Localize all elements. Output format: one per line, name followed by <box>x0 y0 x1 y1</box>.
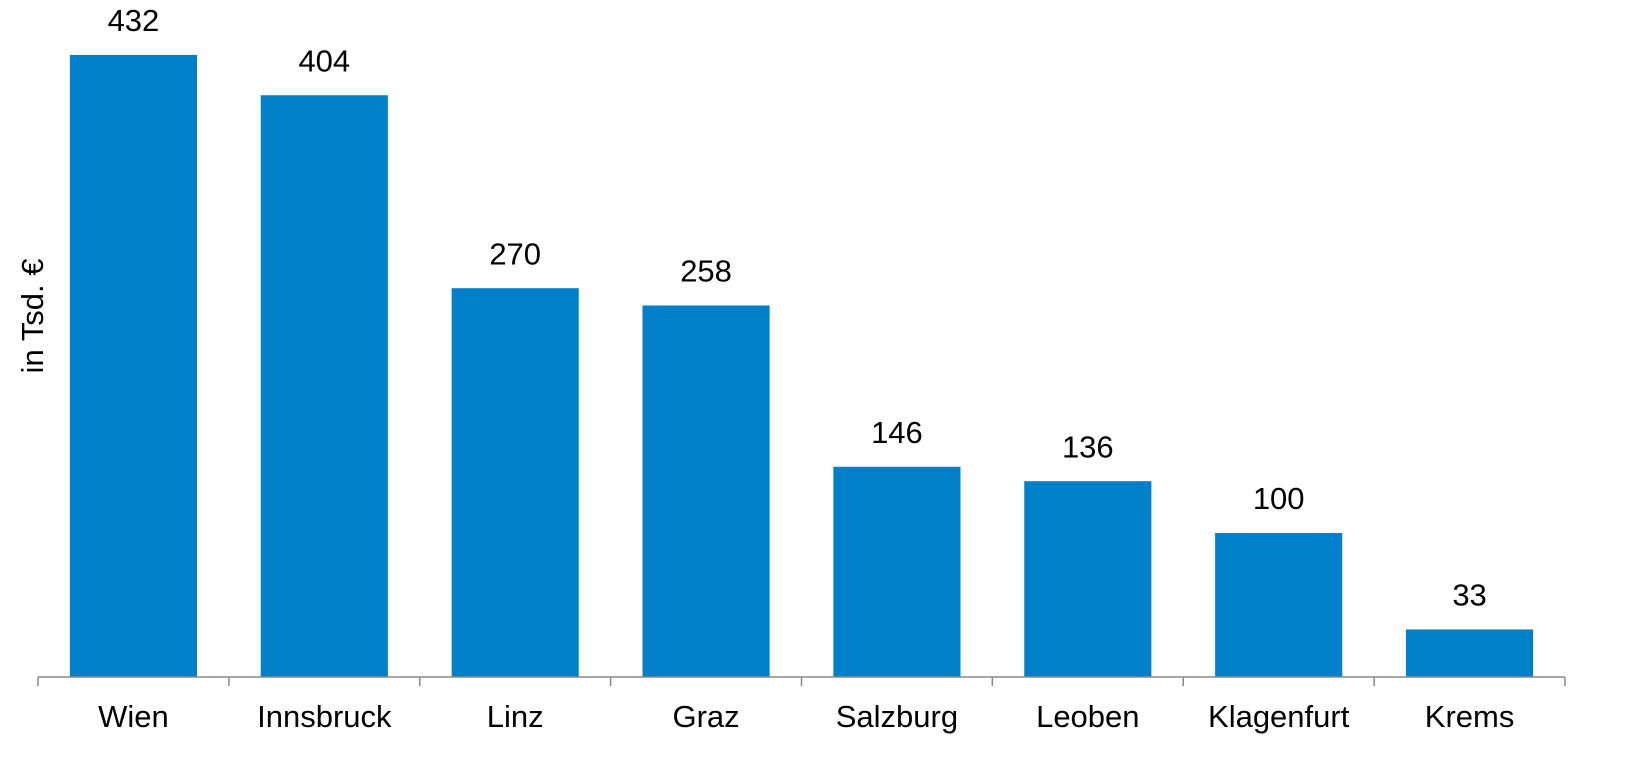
bar <box>1406 629 1534 677</box>
x-tick-label: Graz <box>672 699 739 734</box>
data-label: 33 <box>1452 578 1486 613</box>
x-tick-label: Leoben <box>1036 699 1139 734</box>
x-tick-label: Wien <box>98 699 169 734</box>
bar <box>69 54 197 678</box>
bar <box>451 288 579 677</box>
bar <box>260 95 388 678</box>
bar <box>1024 481 1152 677</box>
bar <box>1215 533 1343 677</box>
data-label: 146 <box>871 415 923 450</box>
data-label: 270 <box>489 236 541 271</box>
y-axis-label: in Tsd. € <box>15 259 50 374</box>
data-label: 432 <box>108 3 160 38</box>
bar <box>642 305 770 677</box>
bar <box>833 466 961 677</box>
x-tick-label: Salzburg <box>836 699 958 734</box>
data-label: 404 <box>298 43 350 78</box>
x-tick-label: Klagenfurt <box>1208 699 1350 734</box>
x-tick-label: Linz <box>487 699 544 734</box>
data-label: 136 <box>1062 429 1114 464</box>
x-tick-label: Innsbruck <box>257 699 392 734</box>
data-label: 100 <box>1253 481 1305 516</box>
x-tick-label: Krems <box>1425 699 1515 734</box>
data-label: 258 <box>680 254 732 289</box>
